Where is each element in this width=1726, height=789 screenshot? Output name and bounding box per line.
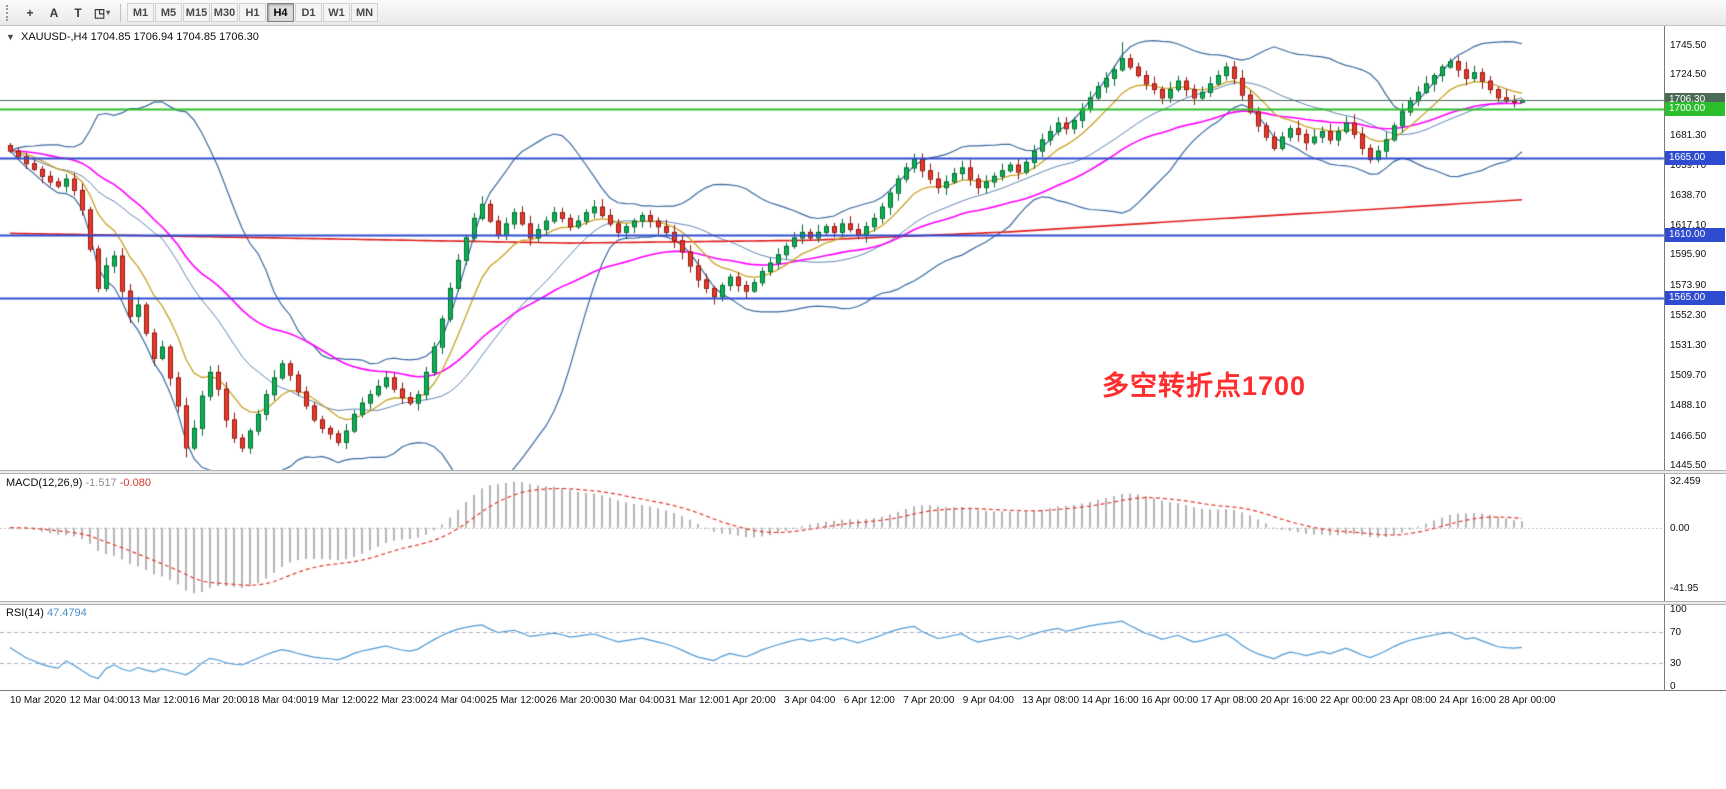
time-axis-label: 31 Mar 12:00 [665,695,724,706]
rsi-axis-tick: 100 [1670,604,1687,615]
time-axis[interactable]: 10 Mar 2020 12 Mar 04:00 13 Mar 12:00 16 Ma… [0,691,1726,715]
price-axis-tick: 1659.70 [1670,160,1707,172]
shapes-icon: ◳ [93,5,106,20]
time-axis-label: 1 Apr 20:00 [724,695,776,706]
chevron-down-icon: ▾ [106,8,111,17]
timeframe-button-h4[interactable]: H4 [267,3,294,22]
price-axis-border [1664,26,1665,690]
main-chart-surface[interactable] [0,26,1664,470]
price-axis-tick: 1466.50 [1670,430,1707,442]
timeframe-button-h1[interactable]: H1 [239,3,266,22]
time-axis-label: 6 Apr 12:00 [843,695,895,706]
macd-axis-tick: 32.459 [1670,476,1701,488]
time-axis-label: 19 Mar 12:00 [307,695,367,706]
price-axis-tick: 1617.10 [1670,219,1707,231]
chart-text-annotation[interactable]: 多空转折点1700 [1102,371,1307,401]
timeframe-button-m1[interactable]: M1 [127,3,154,22]
rsi-axis-tick: 70 [1670,627,1682,639]
price-axis-tick: 1509.70 [1670,370,1707,382]
rsi-axis-tick: 30 [1670,657,1682,669]
time-axis-label: 20 Apr 16:00 [1260,695,1318,706]
price-axis-tick: 1638.70 [1670,189,1707,201]
time-axis-label: 22 Apr 00:00 [1320,695,1377,706]
time-axis-label: 23 Apr 08:00 [1379,695,1437,706]
macd-main-value: -1.517 [85,477,117,489]
time-axis-label: 24 Apr 16:00 [1439,695,1496,706]
rsi-axis-tick: 0 [1670,681,1676,692]
time-axis-border [0,690,1726,691]
rsi-value: 47.4794 [46,607,87,619]
timeframe-button-mn[interactable]: MN [351,3,378,22]
price-axis-tick: 1573.90 [1670,280,1707,292]
arrow-tool-button[interactable]: A [49,5,59,20]
time-axis-label: 12 Mar 04:00 [69,695,129,706]
time-axis-label: 22 Mar 23:00 [367,695,427,706]
time-axis-label: 18 Mar 04:00 [248,695,308,706]
macd-signal-value: -0.080 [119,477,151,489]
price-axis-tick: 1681.30 [1670,129,1707,141]
time-axis-label: 16 Mar 20:00 [188,695,248,706]
price-level-tag[interactable]: 1565.00 [1665,290,1725,305]
price-axis-tick: 1531.30 [1670,339,1707,351]
time-axis-label: 14 Apr 16:00 [1081,695,1139,706]
timeframe-button-w1[interactable]: W1 [323,3,350,22]
time-axis-label: 9 Apr 04:00 [962,695,1014,706]
rsi-title-row: RSI(14) 47.4794 [6,607,87,619]
macd-panel-surface[interactable] [0,474,1664,601]
timeframe-button-m15[interactable]: M15 [183,3,210,22]
price-axis-tick: 1595.90 [1670,249,1707,261]
time-axis-label: 26 Mar 20:00 [545,695,605,706]
time-axis-label: 25 Mar 12:00 [486,695,546,706]
price-axis-tick: 1488.10 [1670,400,1707,412]
macd-axis-tick: 0.00 [1670,522,1690,534]
time-axis-label: 16 Apr 00:00 [1141,695,1199,706]
shapes-tool-button[interactable]: ◳ ▾ [90,2,114,24]
time-axis-label: 24 Mar 04:00 [426,695,486,706]
price-level-tag[interactable]: 1610.00 [1665,227,1725,242]
toolbar-grip[interactable] [6,4,12,21]
time-axis-label: 10 Mar 2020 [10,695,67,706]
price-axis-tick: 1724.50 [1670,69,1707,81]
timeframe-button-m5[interactable]: M5 [155,3,182,22]
timeframe-button-d1[interactable]: D1 [295,3,322,22]
time-axis-label: 17 Apr 08:00 [1201,695,1258,706]
macd-axis-tick: -41.95 [1670,582,1699,594]
panel-separator[interactable] [0,601,1726,605]
ohlc-readout: 1704.85 1706.94 1704.85 1706.30 [90,31,259,43]
toolbar-separator [120,3,121,22]
price-axis-tick: 1445.50 [1670,460,1707,471]
time-axis-label: 28 Apr 00:00 [1498,695,1556,706]
time-axis-label: 7 Apr 20:00 [903,695,955,706]
time-axis-label: 30 Mar 04:00 [605,695,665,706]
text-tool-button[interactable]: T [74,5,82,20]
panel-separator[interactable] [0,470,1726,474]
macd-indicator-title: MACD(12,26,9) [6,477,83,489]
timeframe-button-m30[interactable]: M30 [211,3,238,22]
time-axis-label: 3 Apr 04:00 [784,695,836,706]
rsi-panel-surface[interactable] [0,605,1664,690]
macd-title-row: MACD(12,26,9) -1.517 -0.080 [6,477,151,489]
price-axis-tick: 1745.50 [1670,40,1707,51]
toolbar: + A T ◳ ▾ M1 M5 M15 M30 H1 H4 D1 W1 MN [0,0,1726,26]
time-axis-label: 13 Apr 08:00 [1022,695,1080,706]
price-level-tag[interactable]: 1700.00 [1665,101,1725,116]
price-level-tag[interactable]: 1665.00 [1665,150,1725,165]
price-axis-tick: 1552.30 [1670,310,1707,322]
crosshair-tool-button[interactable]: + [26,5,34,20]
symbol-title: XAUUSD-,H4 [20,31,88,43]
price-axis[interactable]: 1745.50 1724.50 1681.30 1659.70 1638.70 1617.… [1665,26,1726,692]
time-axis-label: 13 Mar 12:00 [129,695,189,706]
collapse-icon[interactable]: ▼ [6,32,15,42]
symbol-title-row: ▼ XAUUSD-,H4 1704.85 1706.94 1704.85 170… [6,31,259,43]
rsi-indicator-title: RSI(14) [6,607,44,619]
